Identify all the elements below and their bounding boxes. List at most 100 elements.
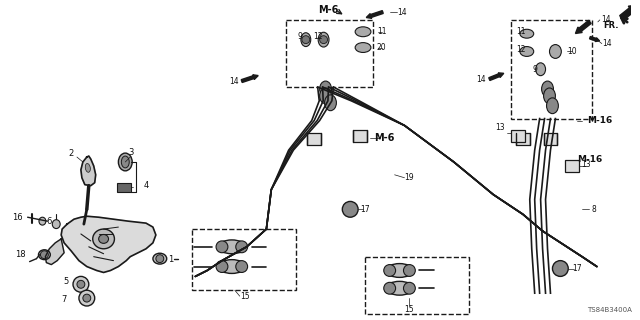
Text: 9: 9 [532, 65, 537, 74]
Text: FR.: FR. [603, 21, 618, 30]
Text: 14: 14 [601, 15, 611, 24]
FancyArrow shape [366, 11, 383, 18]
FancyArrow shape [575, 20, 591, 34]
Text: 13: 13 [495, 123, 505, 132]
Ellipse shape [536, 63, 545, 76]
Bar [193, 229, 296, 290]
Ellipse shape [118, 153, 132, 171]
Ellipse shape [319, 88, 332, 104]
FancyArrow shape [589, 36, 600, 42]
Text: 6: 6 [47, 217, 52, 226]
Text: 18: 18 [15, 250, 26, 259]
Text: TS84B3400A: TS84B3400A [587, 307, 632, 313]
Text: 11: 11 [516, 27, 525, 36]
Text: 10: 10 [568, 47, 577, 56]
Ellipse shape [324, 95, 337, 111]
Ellipse shape [99, 235, 109, 244]
Circle shape [77, 280, 85, 288]
Ellipse shape [386, 281, 413, 295]
Bar [365, 257, 468, 314]
Polygon shape [81, 156, 96, 186]
Ellipse shape [153, 253, 167, 264]
Ellipse shape [93, 229, 115, 249]
Bar [543, 133, 557, 145]
Ellipse shape [520, 46, 534, 56]
Text: 1: 1 [168, 255, 173, 264]
Ellipse shape [386, 264, 413, 277]
Text: 11: 11 [377, 27, 387, 36]
Text: 14: 14 [602, 39, 612, 48]
Circle shape [73, 276, 89, 292]
Text: 15: 15 [240, 292, 250, 301]
Ellipse shape [38, 250, 51, 260]
Ellipse shape [52, 220, 60, 228]
Text: 5: 5 [63, 277, 68, 286]
Circle shape [79, 290, 95, 306]
Ellipse shape [85, 164, 90, 172]
FancyArrow shape [620, 5, 637, 20]
Ellipse shape [319, 81, 332, 97]
Polygon shape [45, 239, 64, 265]
Text: 16: 16 [12, 213, 23, 222]
Circle shape [302, 36, 310, 44]
Circle shape [156, 255, 164, 263]
Ellipse shape [520, 29, 534, 38]
Text: 14: 14 [229, 76, 239, 85]
Text: 3: 3 [129, 148, 134, 156]
FancyArrow shape [489, 73, 504, 80]
Text: 17: 17 [572, 264, 582, 273]
Ellipse shape [541, 81, 554, 97]
Circle shape [342, 201, 358, 217]
Text: 17: 17 [360, 205, 370, 214]
Ellipse shape [218, 260, 246, 274]
Ellipse shape [355, 43, 371, 52]
Circle shape [403, 282, 415, 294]
Ellipse shape [547, 98, 558, 114]
Bar [511, 20, 592, 119]
Circle shape [384, 265, 396, 276]
Bar [353, 131, 367, 142]
Ellipse shape [301, 33, 311, 46]
Text: 12: 12 [313, 32, 323, 41]
Text: M-6: M-6 [318, 5, 339, 15]
Bar [565, 160, 579, 172]
Bar [117, 183, 131, 192]
Circle shape [403, 265, 415, 276]
Text: 13: 13 [581, 160, 591, 169]
Circle shape [552, 260, 568, 276]
Text: M-16: M-16 [587, 116, 612, 125]
Circle shape [236, 241, 248, 253]
Text: 9: 9 [298, 32, 302, 41]
Bar [286, 20, 373, 87]
Text: 15: 15 [404, 306, 414, 315]
Text: 19: 19 [404, 173, 414, 182]
Polygon shape [61, 216, 156, 272]
Ellipse shape [39, 217, 46, 225]
Bar [516, 133, 530, 145]
Circle shape [40, 251, 49, 259]
Circle shape [83, 294, 91, 302]
Text: 7: 7 [61, 295, 67, 304]
Text: 2: 2 [68, 148, 74, 157]
Ellipse shape [318, 32, 329, 47]
Ellipse shape [543, 88, 556, 104]
Ellipse shape [550, 44, 561, 58]
Text: M-16: M-16 [577, 156, 603, 164]
Ellipse shape [355, 27, 371, 37]
Circle shape [216, 241, 228, 253]
FancyArrow shape [241, 75, 258, 83]
Ellipse shape [122, 156, 129, 168]
Text: 8: 8 [591, 205, 596, 214]
Text: 20: 20 [377, 43, 387, 52]
Circle shape [384, 282, 396, 294]
Circle shape [319, 36, 328, 44]
Text: 14: 14 [477, 75, 486, 84]
Circle shape [216, 260, 228, 272]
Ellipse shape [218, 240, 246, 254]
Circle shape [236, 260, 248, 272]
Text: 12: 12 [516, 45, 525, 54]
Text: 14: 14 [397, 8, 407, 17]
Text: M-6: M-6 [374, 133, 395, 143]
Bar [307, 133, 321, 145]
Bar [511, 131, 525, 142]
